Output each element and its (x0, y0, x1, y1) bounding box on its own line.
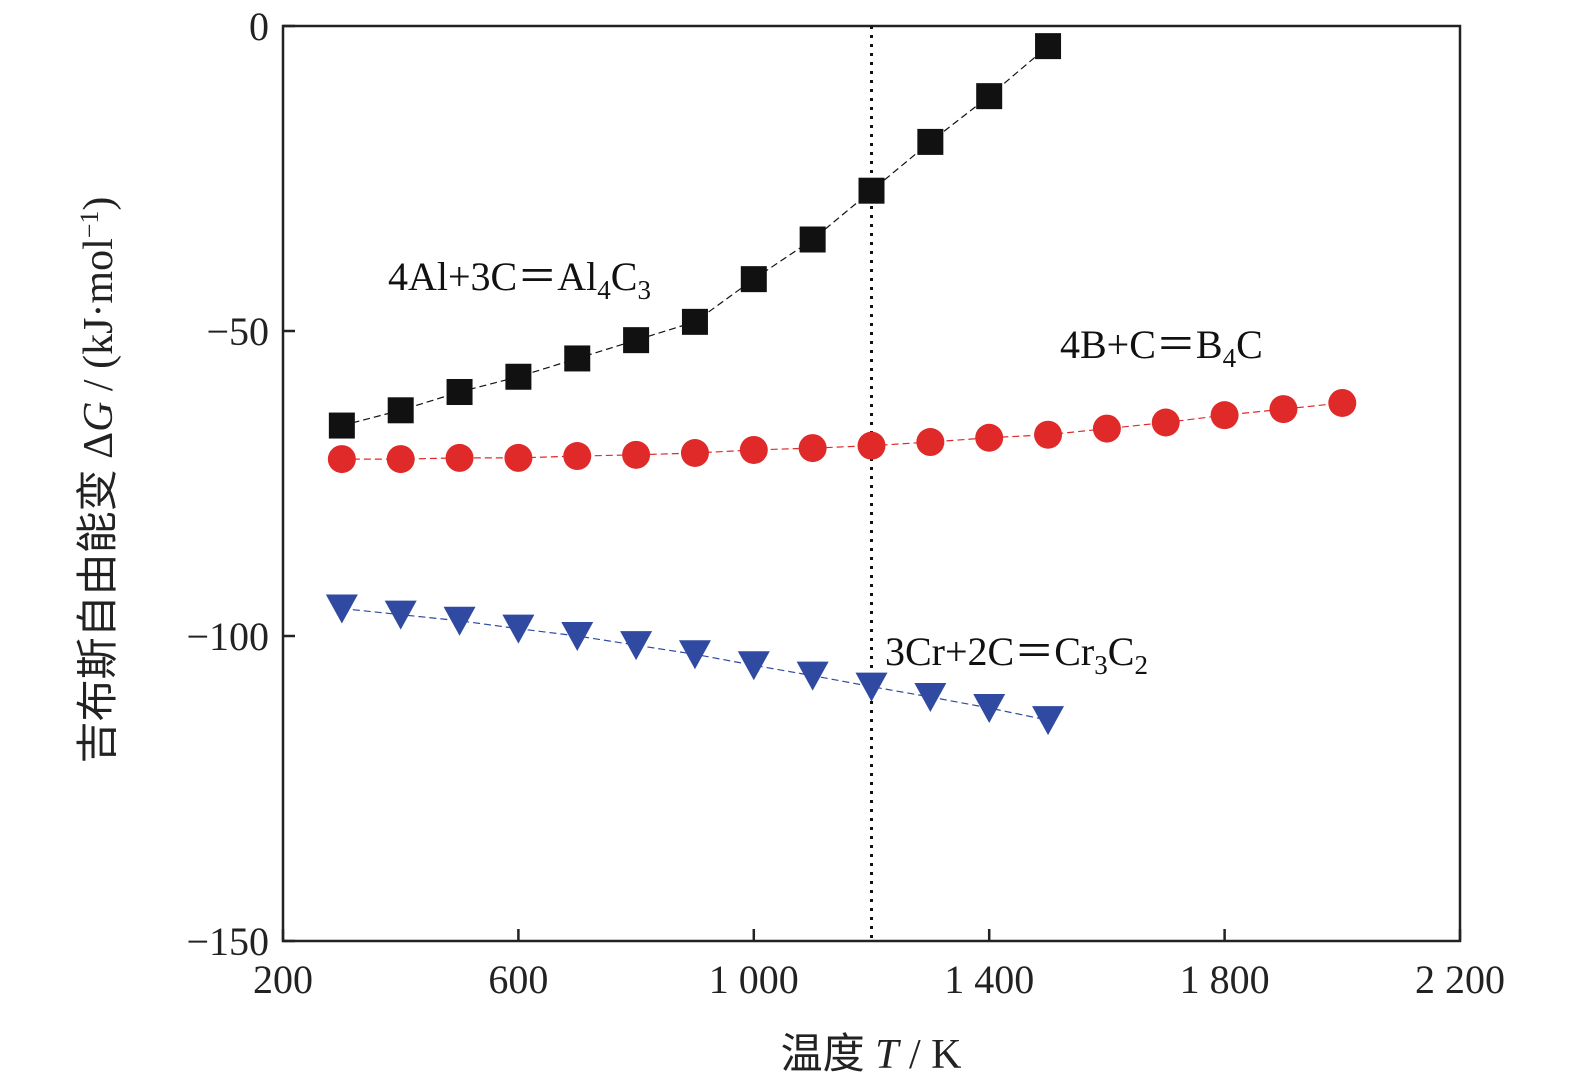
x-axis-title-variable: T (875, 1032, 901, 1078)
y-axis-title: 吉布斯自由能变 ΔG / (kJ·mol−1) (75, 197, 123, 764)
x-axis-title-prefix: 温度 (781, 1032, 876, 1078)
data-point-circle (622, 440, 651, 469)
data-point-circle (798, 434, 827, 463)
y-axis-title-close: ) (76, 197, 122, 211)
x-axis-title: 温度 T / K (781, 1032, 962, 1078)
data-point-triangle (325, 594, 358, 624)
data-point-square (681, 308, 708, 335)
y-tick-label: −50 (206, 309, 269, 354)
data-point-triangle (384, 600, 417, 630)
data-point-circle (1034, 420, 1063, 449)
series-circle (327, 388, 1357, 474)
data-point-triangle (561, 622, 594, 651)
data-point-square (799, 226, 826, 253)
y-axis-title-exponent: −1 (75, 211, 104, 239)
reaction-annotation: 4Al+3C＝Al4C3 (388, 254, 651, 305)
data-point-circle (1328, 388, 1357, 417)
data-point-triangle (973, 693, 1006, 723)
data-point-circle (1269, 395, 1298, 424)
data-point-square (446, 379, 473, 405)
data-point-triangle (443, 606, 476, 636)
y-axis-title-variable: G (76, 402, 122, 432)
data-point-circle (916, 428, 945, 457)
data-point-triangle (502, 614, 535, 644)
x-tick-label: 600 (488, 957, 548, 1002)
data-point-circle (504, 443, 533, 472)
data-point-circle (445, 443, 474, 472)
data-point-circle (1151, 408, 1180, 437)
x-tick-label: 2 200 (1415, 957, 1505, 1002)
series-layer (325, 33, 1357, 736)
data-point-circle (1210, 401, 1239, 430)
data-point-triangle (855, 672, 888, 702)
reaction-annotation: 4B+C＝B4C (1060, 322, 1263, 373)
data-point-square (858, 177, 885, 204)
data-point-square (740, 266, 767, 293)
data-point-circle (857, 431, 886, 460)
x-axis-title-unit: / K (898, 1032, 961, 1078)
data-point-circle (680, 439, 709, 467)
y-tick-label: 0 (249, 4, 269, 49)
data-point-circle (327, 445, 356, 474)
y-axis-title-prefix: 吉布斯自由能变 Δ (75, 432, 122, 764)
x-tick-label: 1 400 (944, 957, 1034, 1002)
series-triangle-down (325, 594, 1065, 736)
data-point-circle (739, 435, 768, 464)
data-point-square (976, 83, 1003, 110)
y-tick-label: −150 (186, 919, 269, 964)
x-tick-label: 200 (253, 957, 313, 1002)
series-line (341, 45, 1049, 427)
reaction-annotation: 3Cr+2C＝Cr3C2 (885, 629, 1148, 680)
data-point-square (623, 327, 650, 354)
data-point-triangle (737, 651, 770, 681)
data-point-triangle (1032, 706, 1065, 736)
y-axis-title-unit: / (kJ·mol (76, 238, 122, 401)
x-tick-label: 1 000 (709, 957, 799, 1002)
data-point-square (328, 412, 355, 439)
data-point-triangle (796, 661, 829, 691)
data-point-circle (1092, 414, 1121, 443)
data-point-square (505, 363, 532, 390)
data-point-square (564, 345, 591, 372)
annotation-layer: 4Al+3C＝Al4C3 4B+C＝B4C 3Cr+2C＝Cr3C2 (388, 254, 1263, 680)
data-point-square (917, 128, 944, 155)
data-point-circle (563, 442, 592, 471)
data-point-triangle (620, 631, 653, 661)
axis-ticks: 200 600 1 000 1 400 1 800 2 200 0 −50 −100 −150 (186, 4, 1505, 1002)
series-line (341, 402, 1343, 460)
data-point-square (387, 397, 414, 424)
data-point-circle (386, 445, 415, 474)
series-square (328, 33, 1062, 439)
data-point-triangle (914, 683, 947, 712)
data-point-circle (975, 423, 1004, 452)
x-tick-label: 1 800 (1180, 957, 1270, 1002)
y-tick-label: −100 (186, 614, 269, 659)
data-point-triangle (678, 640, 711, 670)
data-point-square (1035, 33, 1062, 60)
